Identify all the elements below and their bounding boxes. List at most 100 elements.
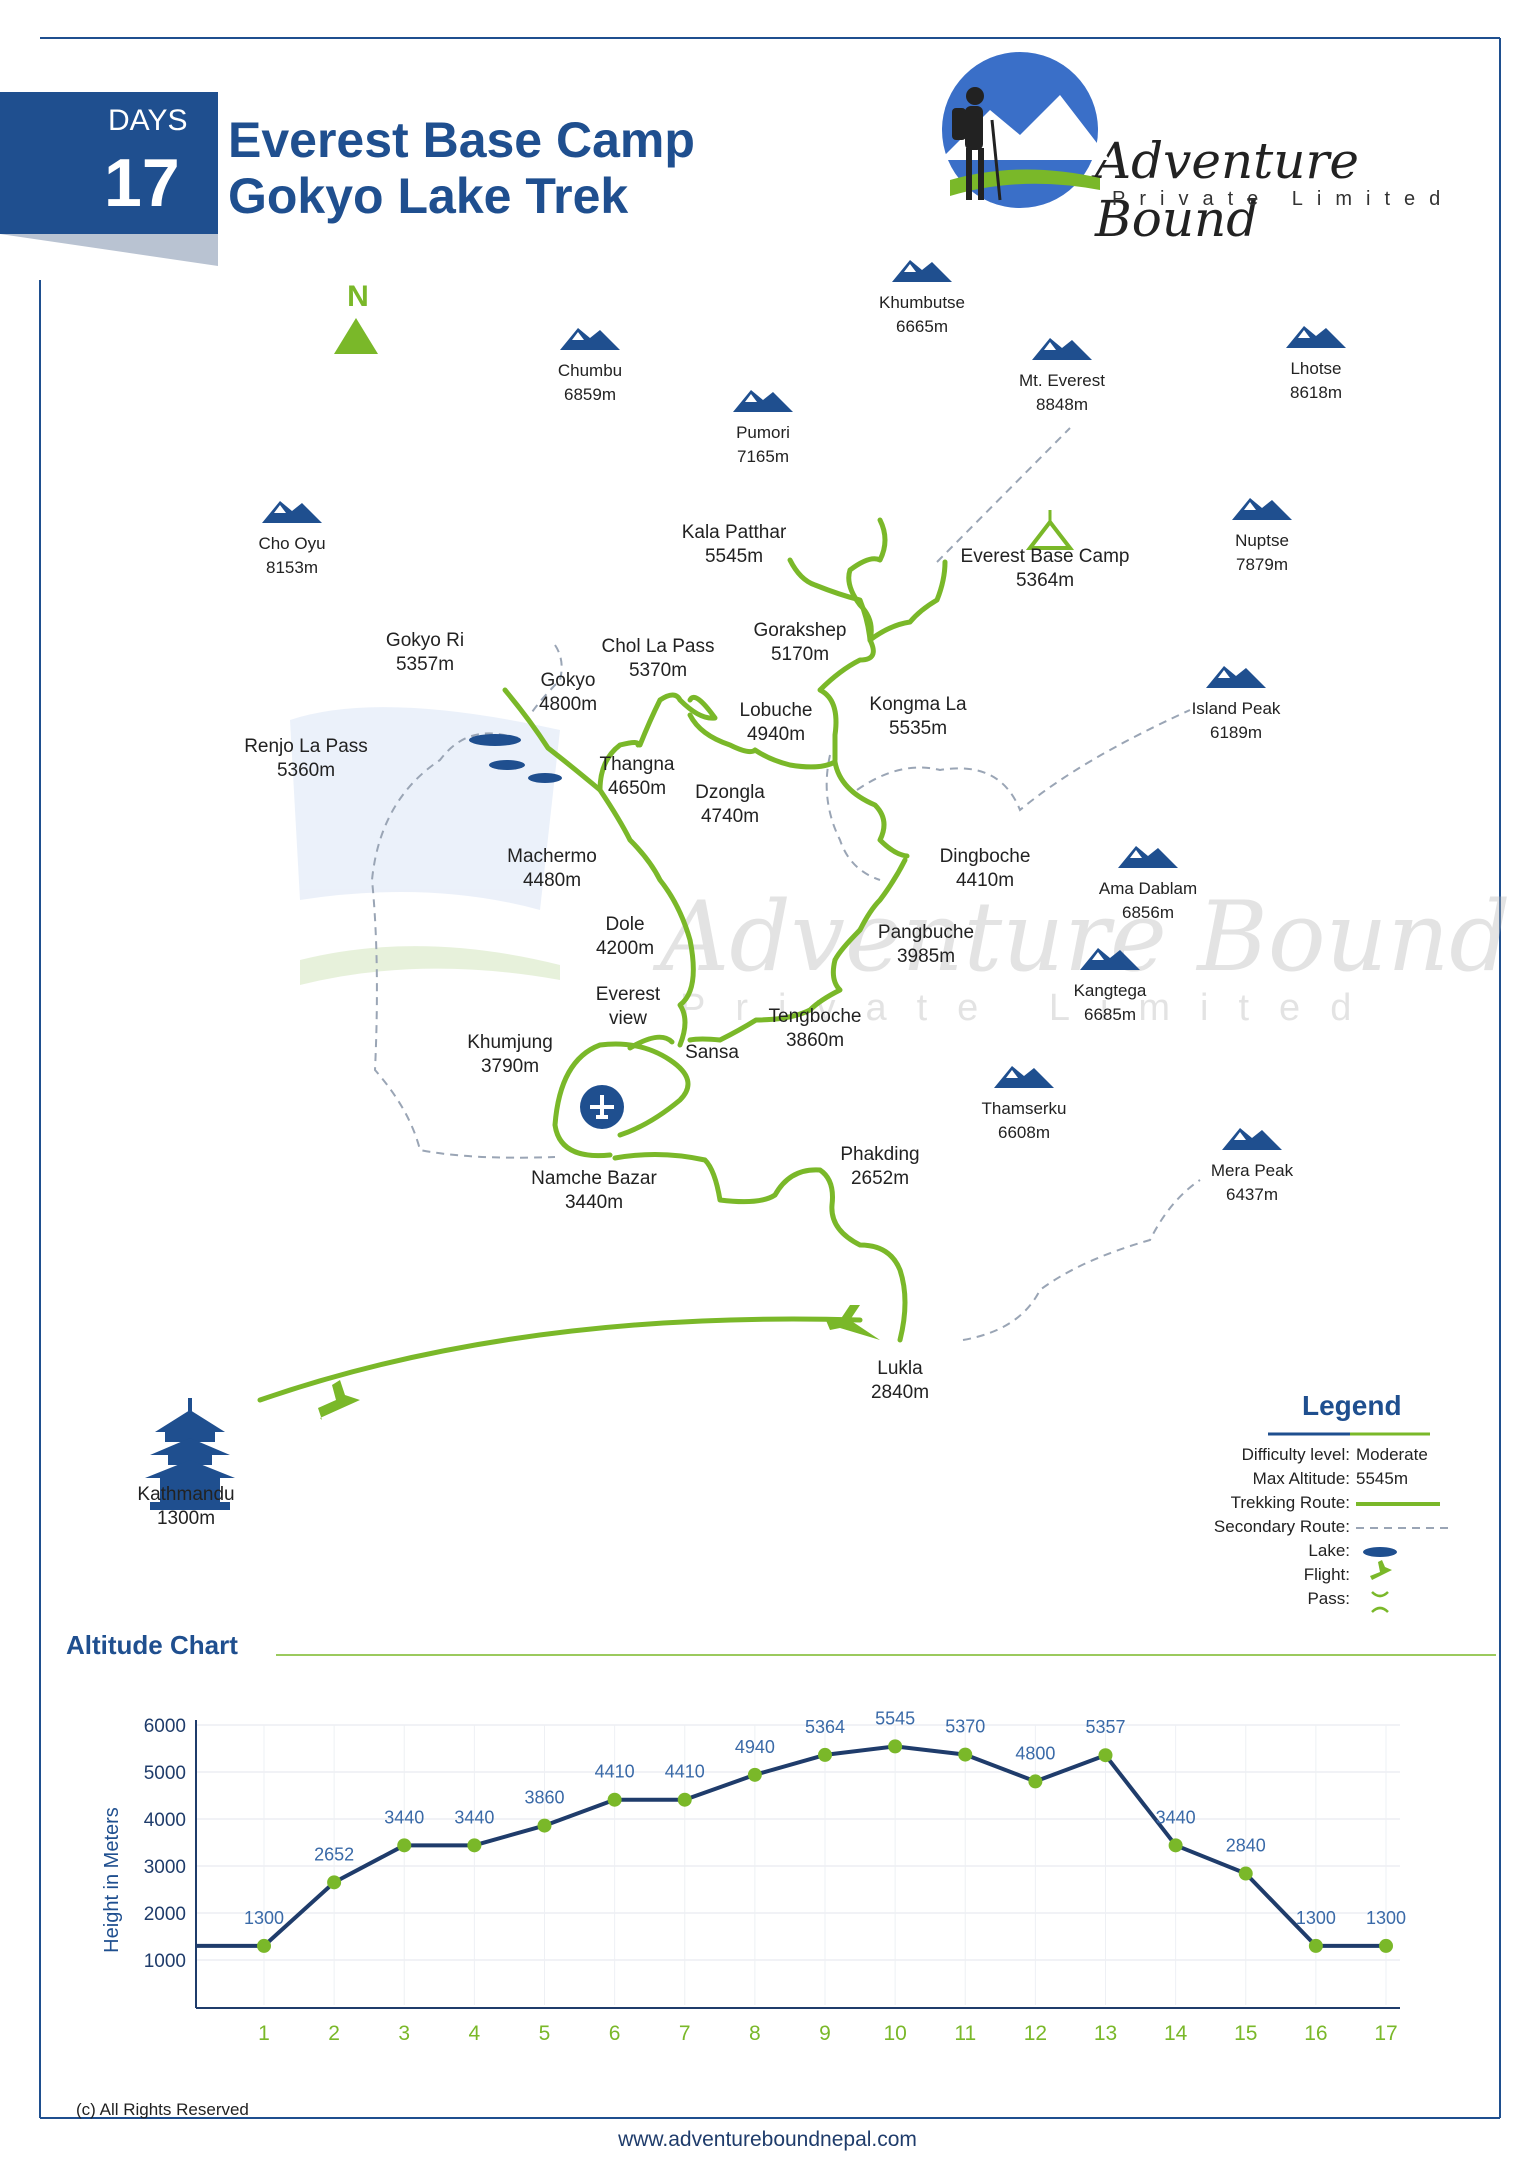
place-name: Sansa	[685, 1042, 739, 1063]
place-label: Chol La Pass 5370m	[601, 636, 714, 681]
chart-ytick-label: 4000	[144, 1810, 186, 1831]
chart-data-label: 5364	[805, 1717, 845, 1737]
chart-data-label: 3860	[524, 1788, 564, 1808]
chart-ytick-label: 1000	[144, 1951, 186, 1972]
chart-xtick-label: 2	[328, 2022, 340, 2045]
place-altitude: 3440m	[565, 1192, 623, 1213]
mountain-snow	[1234, 1132, 1246, 1140]
north-label: N	[347, 280, 369, 313]
footer-url[interactable]: www.adventureboundnepal.com	[618, 2128, 917, 2151]
peak-altitude: 6859m	[564, 385, 616, 404]
place-name: Kathmandu	[137, 1484, 234, 1505]
chart-xtick-label: 13	[1094, 2022, 1117, 2045]
brand-subtitle: Private Limited	[1112, 188, 1455, 210]
peak-marker: Chumbu 6859m	[558, 328, 622, 404]
chart-xtick-label: 4	[469, 2022, 481, 2045]
place-label: Tengboche 3860m	[769, 1006, 862, 1051]
place-altitude: 4940m	[747, 724, 805, 745]
mountain-snow	[745, 394, 757, 402]
place-name: Thangna	[599, 754, 674, 775]
place-name: Dingboche	[940, 846, 1031, 867]
place-altitude: 5357m	[396, 654, 454, 675]
mountain-icon	[892, 260, 952, 282]
brand-name: Adventure Bound	[1095, 132, 1359, 248]
chart-series-line	[196, 1744, 1390, 1948]
chart-data-label: 1300	[1366, 1908, 1406, 1928]
chart-data-label: 1300	[1296, 1908, 1336, 1928]
chart-ytick-label: 6000	[144, 1716, 186, 1737]
watermark-sub: Private Limited	[680, 987, 1381, 1029]
place-altitude: 4740m	[701, 806, 759, 827]
chart-xtick-label: 10	[883, 2022, 906, 2045]
place-name: Everest	[596, 984, 661, 1005]
mountain-snow	[1298, 330, 1310, 338]
place-altitude: 3790m	[481, 1056, 539, 1077]
peak-altitude: 6608m	[998, 1123, 1050, 1142]
peak-name: Pumori	[736, 423, 790, 442]
mountain-icon	[1232, 498, 1292, 520]
place-label: Gokyo 4800m	[539, 670, 597, 715]
mountain-snow	[274, 505, 286, 513]
place-label: Kathmandu 1300m	[137, 1484, 234, 1529]
peak-marker: Mera Peak 6437m	[1211, 1128, 1294, 1204]
chart-xtick-label: 1	[258, 2022, 270, 2045]
chart-point	[1168, 1838, 1183, 1853]
peak-name: Kangtega	[1074, 981, 1147, 1000]
place-altitude: 5364m	[1016, 570, 1074, 591]
chart-data-label: 1300	[244, 1908, 284, 1928]
place-name: Tengboche	[769, 1006, 862, 1027]
place-altitude: 2652m	[851, 1168, 909, 1189]
mountain-icon	[1222, 1128, 1282, 1150]
place-name: Gorakshep	[754, 620, 847, 641]
brand-logo-icon	[940, 52, 1110, 208]
place-altitude: 4200m	[596, 938, 654, 959]
place-altitude: 2840m	[871, 1382, 929, 1403]
tent-icon	[1025, 510, 1075, 550]
mountain-snow	[1218, 670, 1230, 678]
footer-copyright: (c) All Rights Reserved	[76, 2100, 249, 2119]
chart-title: Altitude Chart	[66, 1630, 238, 1660]
chart-point	[467, 1838, 482, 1853]
place-label: Renjo La Pass 5360m	[244, 736, 368, 781]
mountain-icon	[1206, 666, 1266, 688]
place-name: Gokyo Ri	[386, 630, 464, 651]
chart-point	[1028, 1774, 1043, 1789]
peak-name: Nuptse	[1235, 531, 1289, 550]
chart-point	[397, 1838, 412, 1853]
place-name: Everest Base Camp	[961, 546, 1130, 567]
place-label: Lukla 2840m	[871, 1358, 929, 1403]
peak-marker: Khumbutse 6665m	[879, 260, 965, 336]
place-name: Dzongla	[695, 782, 765, 803]
peak-name: Mt. Everest	[1019, 371, 1105, 390]
chart-xtick-label: 17	[1374, 2022, 1397, 2045]
secondary-routes	[370, 427, 1201, 1341]
peak-name: Island Peak	[1192, 699, 1281, 718]
chart-ylabel: Height in Meters	[101, 1807, 123, 1953]
place-name: Renjo La Pass	[244, 736, 368, 757]
peak-marker: Ama Dablam 6856m	[1099, 846, 1197, 922]
chart-data-label: 3440	[384, 1807, 424, 1827]
chart-data-label: 5370	[945, 1717, 985, 1737]
days-label: DAYS	[108, 104, 188, 137]
peak-name: Thamserku	[981, 1099, 1066, 1118]
chart-ytick-label: 3000	[144, 1857, 186, 1878]
place-name: Kala Patthar	[682, 522, 787, 543]
legend-title: Legend	[1302, 1390, 1402, 1421]
watermark: Adventure Bound Private Limited	[290, 707, 1511, 1029]
place-name: Chol La Pass	[601, 636, 714, 657]
peak-marker: Mt. Everest 8848m	[1019, 338, 1105, 414]
peak-altitude: 8848m	[1036, 395, 1088, 414]
peak-altitude: 7165m	[737, 447, 789, 466]
chart-xtick-label: 8	[749, 2022, 761, 2045]
chart-data-label: 2652	[314, 1844, 354, 1864]
chart-point	[747, 1767, 762, 1782]
chart-data-label: 4940	[735, 1737, 775, 1757]
peak-altitude: 6665m	[896, 317, 948, 336]
place-name: Machermo	[507, 846, 597, 867]
trekking-route	[257, 517, 948, 1403]
peak-marker: Pumori 7165m	[733, 390, 793, 466]
chart-xtick-label: 5	[539, 2022, 551, 2045]
peak-altitude: 6685m	[1084, 1005, 1136, 1024]
